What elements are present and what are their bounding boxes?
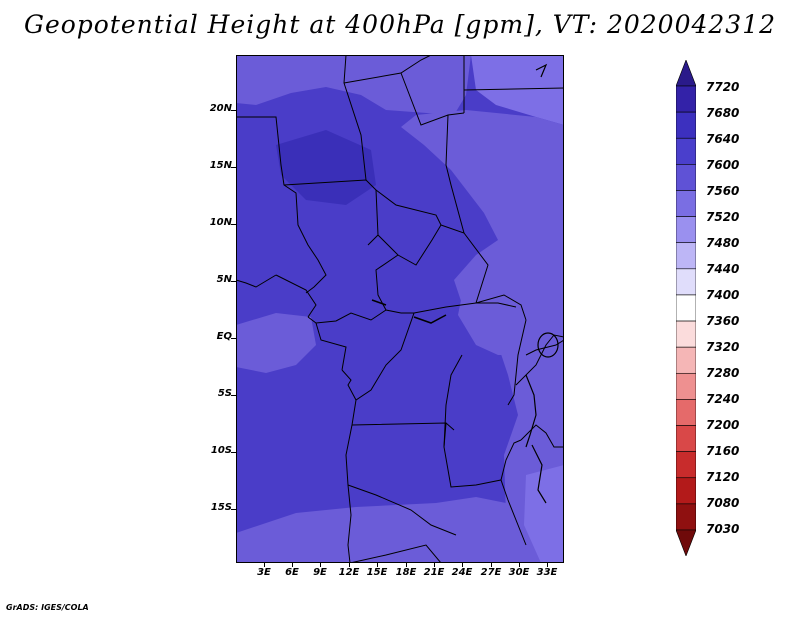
lon-tick bbox=[292, 563, 293, 567]
colorbar-swatch bbox=[676, 451, 696, 479]
colorbar-label: 7030 bbox=[706, 522, 740, 536]
lat-label-10n: 10N bbox=[209, 217, 232, 228]
colorbar-swatch bbox=[676, 346, 696, 374]
field-band-west-lobe bbox=[236, 313, 316, 373]
lat-label-10s: 10S bbox=[210, 445, 232, 456]
colorbar-swatch bbox=[676, 216, 696, 244]
colorbar-label: 7080 bbox=[706, 496, 740, 510]
lon-label-3e: 3E bbox=[257, 567, 271, 578]
colorbar-label: 7240 bbox=[706, 392, 740, 406]
lon-tick bbox=[320, 563, 321, 567]
field-band-east-light bbox=[401, 110, 564, 563]
lat-tick bbox=[231, 167, 236, 168]
colorbar-swatch bbox=[676, 399, 696, 426]
colorbar-top-arrow bbox=[676, 60, 696, 87]
colorbar-swatch bbox=[676, 425, 696, 452]
colorbar-swatch bbox=[676, 242, 696, 270]
colorbar-swatch bbox=[676, 320, 696, 348]
colorbar-label: 7400 bbox=[706, 288, 740, 302]
colorbar-swatch bbox=[676, 164, 696, 191]
lat-label-20n: 20N bbox=[209, 103, 232, 114]
lat-tick bbox=[231, 509, 236, 510]
field-band-south-light bbox=[236, 497, 536, 563]
lon-tick bbox=[491, 563, 492, 567]
lat-label-15n: 15N bbox=[209, 160, 232, 171]
field-band-northeast-lighter bbox=[471, 55, 564, 125]
field-band-southeast-lighter bbox=[524, 465, 564, 563]
lon-tick bbox=[377, 563, 378, 567]
lon-label-6e: 6E bbox=[285, 567, 299, 578]
colorbar-label: 7120 bbox=[706, 470, 740, 484]
colorbar-label: 7440 bbox=[706, 262, 740, 276]
colorbar-label: 7480 bbox=[706, 236, 740, 250]
lat-tick bbox=[231, 338, 236, 339]
lon-tick bbox=[434, 563, 435, 567]
credit-text: GrADS: IGES/COLA bbox=[6, 603, 89, 612]
lat-label-15s: 15S bbox=[210, 502, 232, 513]
colorbar-label: 7320 bbox=[706, 340, 740, 354]
lon-label-9e: 9E bbox=[313, 567, 327, 578]
lat-tick bbox=[231, 110, 236, 111]
colorbar-label: 7560 bbox=[706, 184, 740, 198]
field-band-north-light bbox=[236, 55, 471, 115]
lat-label-5n: 5N bbox=[216, 274, 232, 285]
river-trace bbox=[413, 314, 447, 324]
lon-tick bbox=[349, 563, 350, 567]
lon-label-27e: 27E bbox=[480, 567, 502, 578]
river-trace-2 bbox=[371, 299, 387, 306]
map-frame bbox=[236, 55, 564, 563]
lat-tick bbox=[231, 452, 236, 453]
lon-label-33e: 33E bbox=[536, 567, 558, 578]
colorbar-swatch bbox=[676, 111, 696, 139]
field-band-north-dark bbox=[276, 130, 376, 205]
lon-tick bbox=[406, 563, 407, 567]
colorbar-label: 7680 bbox=[706, 106, 740, 120]
colorbar-swatch bbox=[676, 85, 696, 113]
water-bodies bbox=[371, 63, 559, 504]
colorbar-bottom-arrow bbox=[676, 529, 696, 556]
colorbar-swatch bbox=[676, 294, 696, 322]
lon-label-21e: 21E bbox=[423, 567, 445, 578]
lon-tick bbox=[264, 563, 265, 567]
lon-tick bbox=[547, 563, 548, 567]
lat-tick bbox=[231, 224, 236, 225]
colorbar-label: 7160 bbox=[706, 444, 740, 458]
colorbar-swatch bbox=[676, 137, 696, 165]
colorbar-label: 7520 bbox=[706, 210, 740, 224]
colorbar-swatch bbox=[676, 190, 696, 217]
lat-label-5s: 5S bbox=[217, 388, 232, 399]
field-band-central-lobe bbox=[458, 285, 526, 355]
lake-victoria bbox=[537, 332, 559, 358]
colorbar-label: 7600 bbox=[706, 158, 740, 172]
map-svg bbox=[236, 55, 564, 563]
lon-label-12e: 12E bbox=[338, 567, 360, 578]
lat-tick bbox=[231, 281, 236, 282]
lon-label-24e: 24E bbox=[451, 567, 473, 578]
lake-malawi bbox=[531, 444, 547, 504]
colorbar-label: 7360 bbox=[706, 314, 740, 328]
coast-fragment bbox=[535, 63, 548, 78]
lon-tick bbox=[462, 563, 463, 567]
lon-tick bbox=[519, 563, 520, 567]
colorbar-swatch bbox=[676, 503, 696, 531]
lat-tick bbox=[231, 395, 236, 396]
lon-label-15e: 15E bbox=[366, 567, 388, 578]
colorbar bbox=[676, 60, 696, 556]
chart-title: Geopotential Height at 400hPa [gpm], VT:… bbox=[23, 10, 777, 39]
colorbar-swatch bbox=[676, 268, 696, 296]
colorbar-swatch bbox=[676, 372, 696, 400]
colorbar-label: 7720 bbox=[706, 80, 740, 94]
colorbar-label: 7200 bbox=[706, 418, 740, 432]
colorbar-label: 7280 bbox=[706, 366, 740, 380]
lake-tanganyika bbox=[525, 374, 537, 448]
colorbar-swatch bbox=[676, 477, 696, 505]
lat-label-eq: EQ bbox=[216, 331, 232, 342]
colorbar-label: 7640 bbox=[706, 132, 740, 146]
lon-label-30e: 30E bbox=[508, 567, 530, 578]
map-panel bbox=[236, 55, 564, 563]
lon-label-18e: 18E bbox=[395, 567, 417, 578]
